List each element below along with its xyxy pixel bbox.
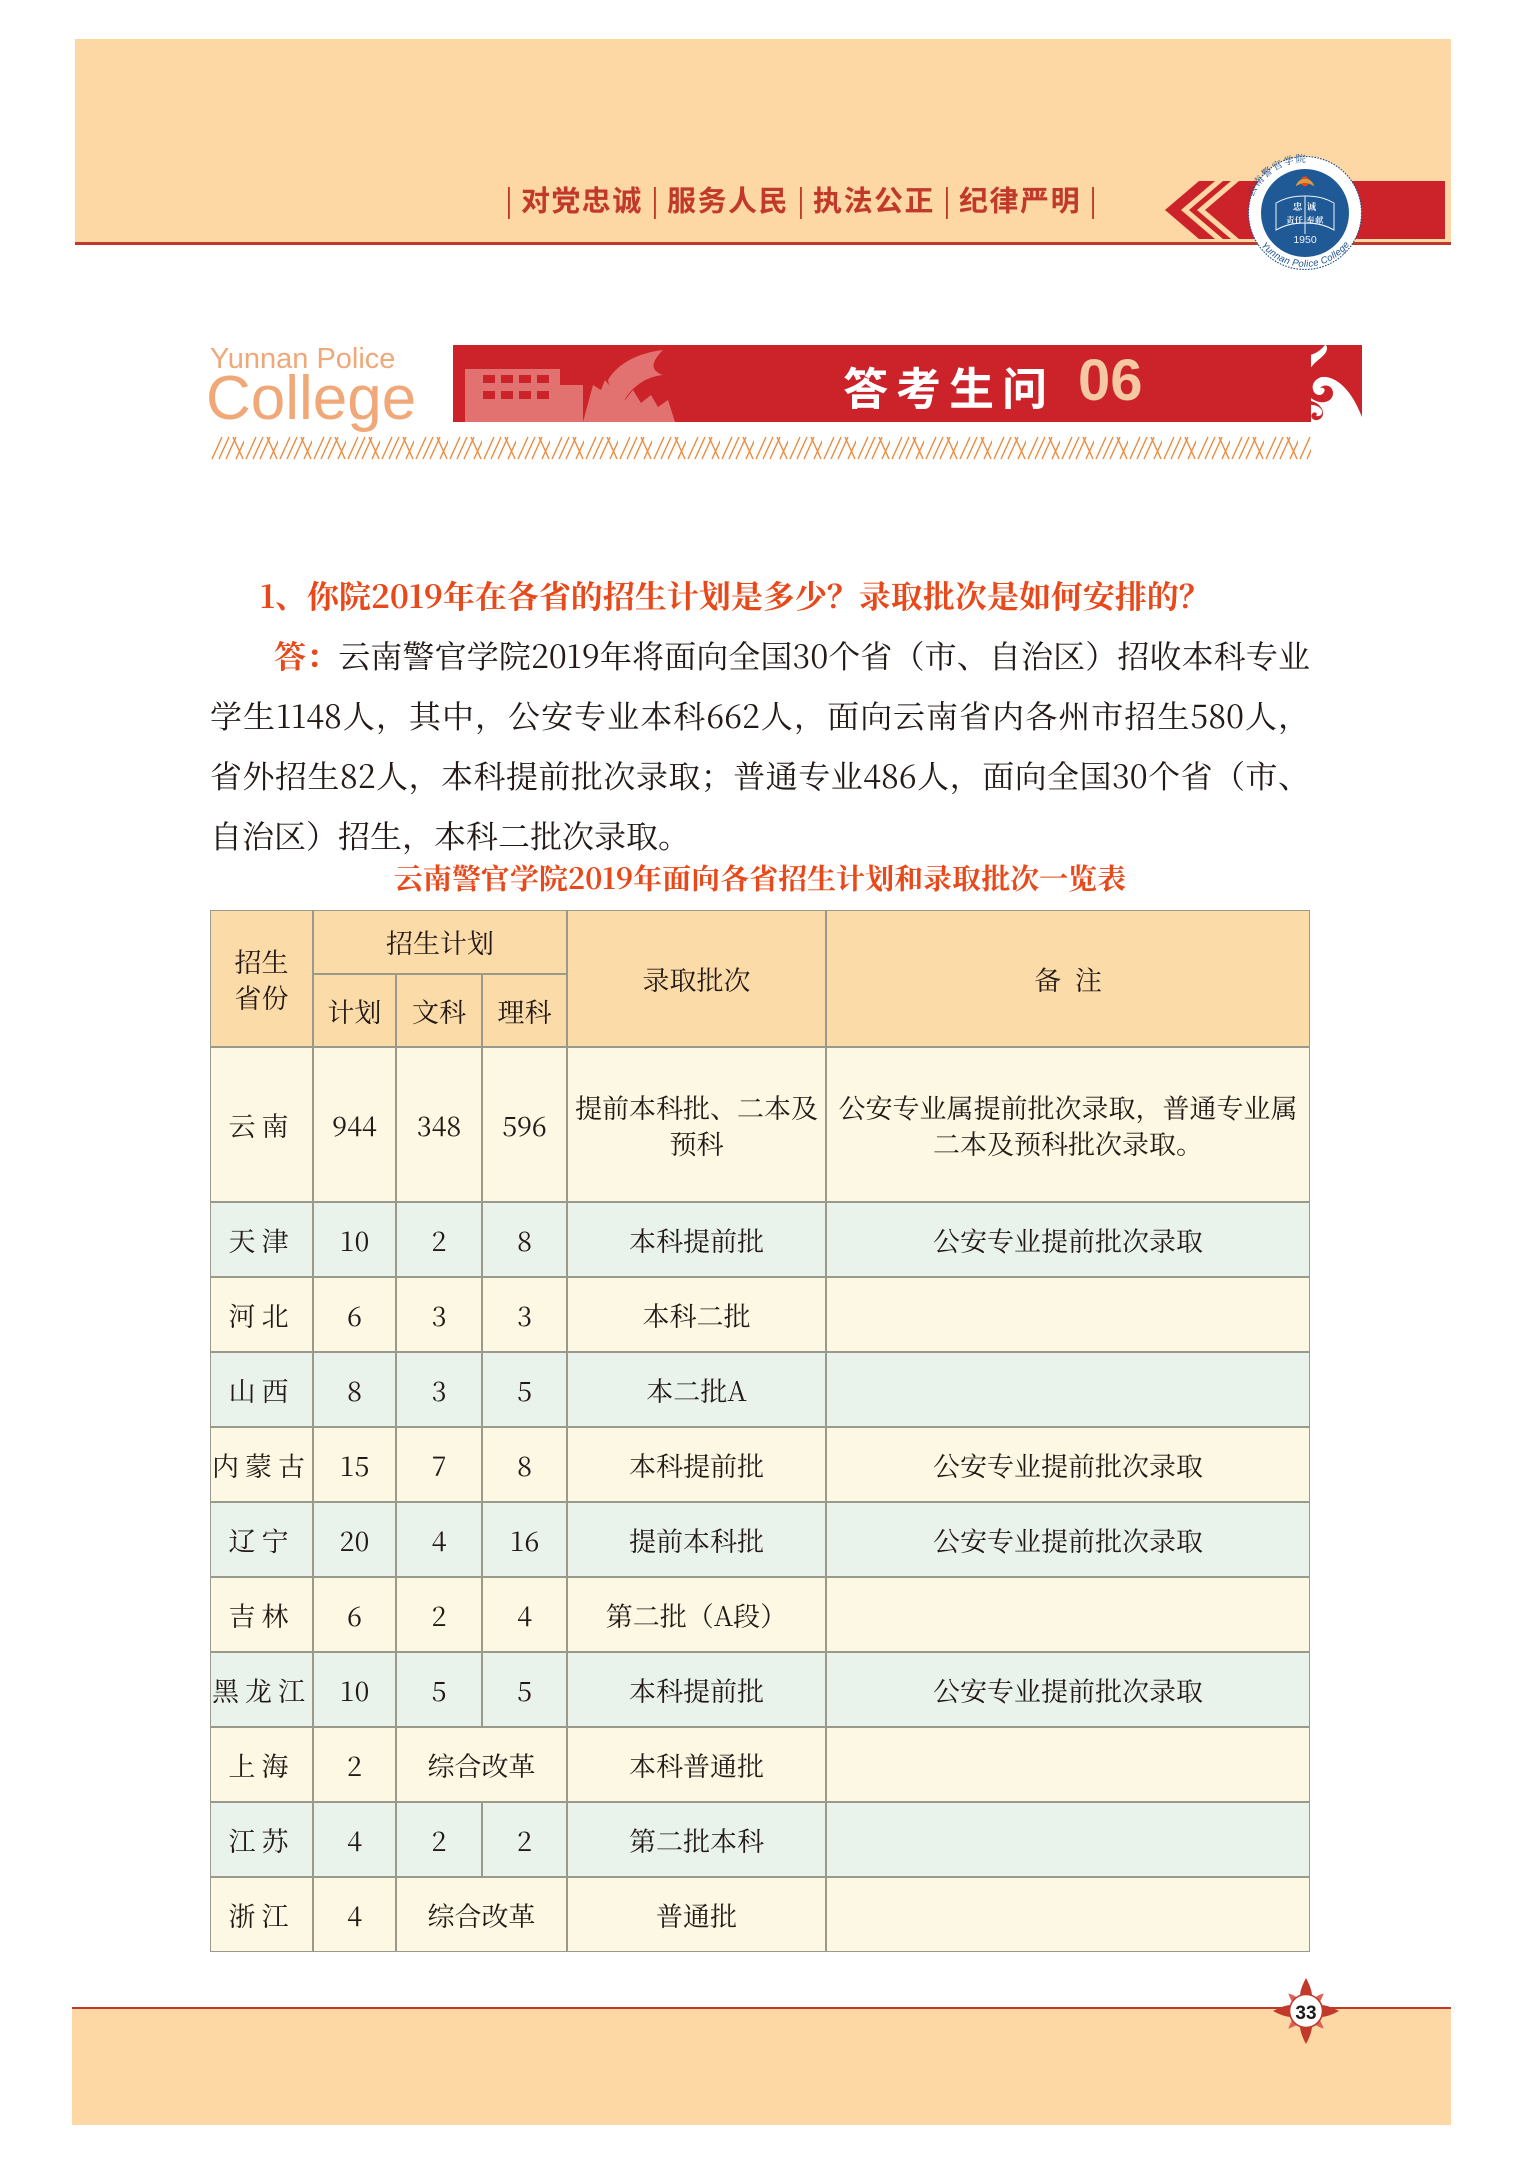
svg-text:33: 33 [1295, 2003, 1316, 2024]
svg-text:责任 奉献: 责任 奉献 [1286, 214, 1324, 226]
svg-text:忠 诚: 忠 诚 [1293, 199, 1317, 213]
svg-text:1950: 1950 [1293, 234, 1317, 246]
